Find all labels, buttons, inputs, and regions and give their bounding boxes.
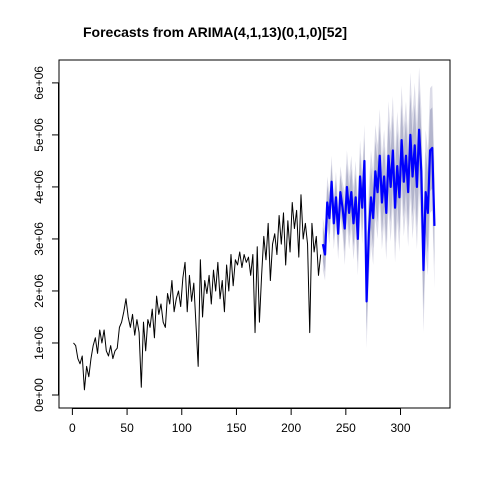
interval-band <box>322 89 435 332</box>
forecast-line <box>321 128 436 303</box>
x-tick-label: 0 <box>69 421 76 435</box>
y-tick-label: 6e+06 <box>32 66 46 100</box>
x-tick-label: 250 <box>336 421 356 435</box>
x-tick-label: 200 <box>281 421 301 435</box>
y-tick-label: 4e+06 <box>32 170 46 204</box>
y-tick-label: 0e+00 <box>32 378 46 412</box>
plot-area <box>73 67 436 391</box>
x-tick-label: 300 <box>391 421 411 435</box>
y-tick-label: 1e+06 <box>32 326 46 360</box>
x-tick-label: 150 <box>226 421 246 435</box>
y-tick-label: 5e+06 <box>32 118 46 152</box>
history-line <box>73 194 322 391</box>
y-tick-label: 3e+06 <box>32 222 46 256</box>
x-tick-label: 100 <box>172 421 192 435</box>
y-tick-label: 2e+06 <box>32 274 46 308</box>
chart-title: Forecasts from ARIMA(4,1,13)(0,1,0)[52] <box>83 24 347 40</box>
x-tick-label: 50 <box>120 421 134 435</box>
